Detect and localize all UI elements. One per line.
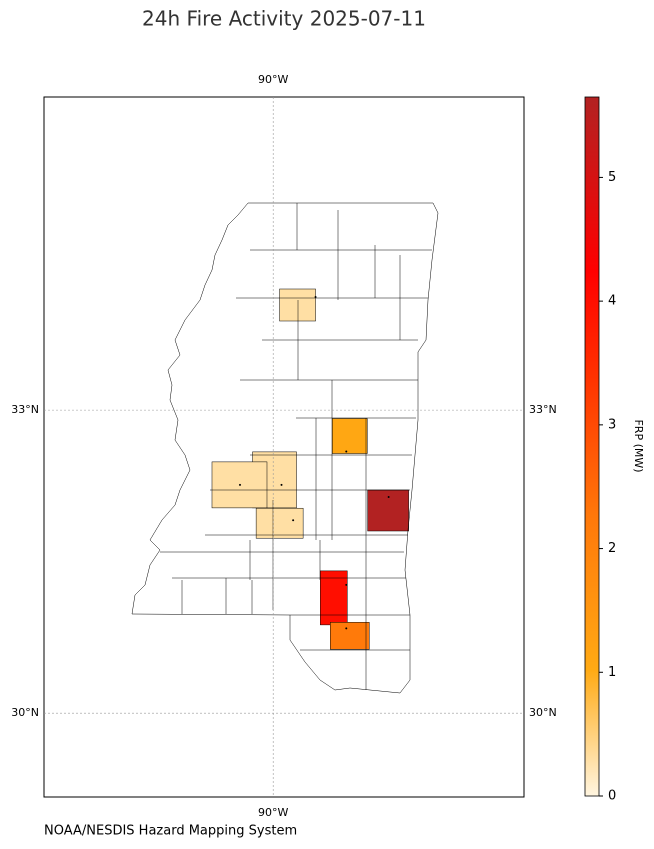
- lat-label: 30°N: [529, 706, 557, 719]
- lat-label: 33°N: [11, 403, 39, 416]
- fire-point: [387, 496, 390, 498]
- county-lines: [160, 203, 432, 690]
- fire-point: [238, 483, 241, 486]
- fire-point: [292, 519, 295, 522]
- colorbar-label: FRP (MW): [632, 419, 645, 472]
- fire-point: [280, 483, 283, 486]
- fire-county: [330, 622, 370, 650]
- colorbar-tick-label: 2: [608, 541, 616, 556]
- fire-county: [320, 570, 348, 626]
- fire-point: [314, 296, 317, 298]
- colorbar-fill: [584, 96, 600, 797]
- county-layer: [211, 288, 409, 650]
- fire-point: [345, 627, 348, 630]
- colorbar-tick-label: 3: [608, 417, 616, 432]
- fire-point: [345, 450, 348, 453]
- fire-county: [255, 507, 304, 539]
- fire-point: [345, 583, 348, 586]
- lon-label: 90°W: [258, 73, 288, 86]
- colorbar-tick-label: 0: [608, 789, 616, 804]
- colorbar: 0 1 2 3 4 5 FRP (MW): [584, 96, 645, 804]
- fire-county: [279, 288, 316, 322]
- colorbar-tick-label: 5: [608, 170, 616, 185]
- state-outline: [131, 202, 439, 694]
- colorbar-tick-label: 4: [608, 294, 616, 309]
- lat-label: 30°N: [11, 706, 39, 719]
- fire-county: [332, 418, 368, 454]
- lon-label: 90°W: [258, 806, 288, 819]
- source-note: NOAA/NESDIS Hazard Mapping System: [44, 824, 297, 839]
- lat-label: 33°N: [529, 403, 557, 416]
- colorbar-tick-label: 1: [608, 665, 616, 680]
- map-title: 24h Fire Activity 2025-07-11: [142, 7, 426, 31]
- map-frame: [43, 96, 525, 798]
